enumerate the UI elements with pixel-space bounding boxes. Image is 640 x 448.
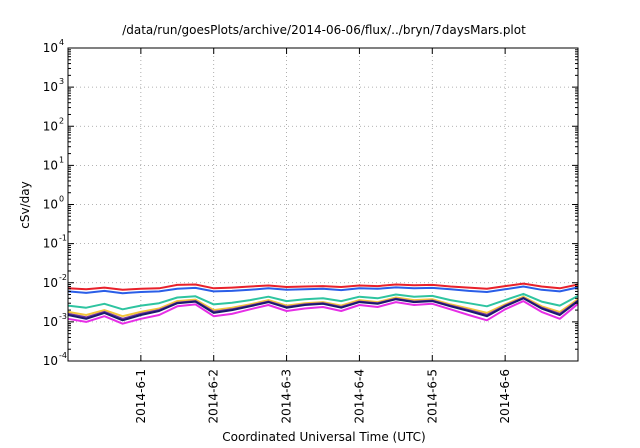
y-tick-label-base: 10 xyxy=(43,158,58,172)
y-tick-label-exponent: -1 xyxy=(59,234,67,243)
series-line-1 xyxy=(67,282,579,291)
x-tick-label: 2014-6-1 xyxy=(134,369,148,423)
y-tick-label-base: 10 xyxy=(43,315,58,329)
y-tick-label-exponent: -2 xyxy=(59,273,67,282)
x-axis: 2014-6-1 2014-6-2 2014-6-3 2014-6-4 2014-6-5… xyxy=(134,48,512,423)
y-tick-label-base: 10 xyxy=(43,41,58,55)
y-tick-label-exponent: 0 xyxy=(59,195,64,204)
y-axis-label: cSv/day xyxy=(18,181,32,228)
x-tick-label: 2014-6-6 xyxy=(498,369,512,423)
x-tick-label: 2014-6-2 xyxy=(207,369,221,423)
series-line-4 xyxy=(67,295,579,318)
y-tick-label-exponent: 4 xyxy=(59,38,64,47)
y-tick-label-base: 10 xyxy=(43,237,58,251)
grid xyxy=(68,48,578,361)
y-tick-label-exponent: 3 xyxy=(59,77,64,86)
y-tick-label-base: 10 xyxy=(43,276,58,290)
y-tick-label-exponent: -3 xyxy=(59,312,67,321)
y-tick-label-exponent: 2 xyxy=(59,116,64,125)
chart-title: /data/run/goesPlots/archive/2014-06-06/f… xyxy=(122,23,526,37)
series-line-7 xyxy=(67,300,579,325)
x-tick-label: 2014-6-5 xyxy=(425,369,439,423)
y-tick-label-exponent: -4 xyxy=(59,351,67,360)
series-group xyxy=(67,282,579,325)
y-tick-label-base: 10 xyxy=(43,198,58,212)
x-tick-label: 2014-6-4 xyxy=(352,369,366,423)
series-line-6 xyxy=(67,297,579,322)
y-tick-label-base: 10 xyxy=(43,354,58,368)
x-axis-label: Coordinated Universal Time (UTC) xyxy=(222,430,425,444)
y-tick-label-base: 10 xyxy=(43,119,58,133)
y-tick-label-base: 10 xyxy=(43,80,58,94)
series-line-2 xyxy=(67,285,579,295)
series-line-3 xyxy=(67,292,579,311)
x-tick-label: 2014-6-3 xyxy=(280,369,294,423)
y-tick-label-exponent: 1 xyxy=(59,155,64,164)
